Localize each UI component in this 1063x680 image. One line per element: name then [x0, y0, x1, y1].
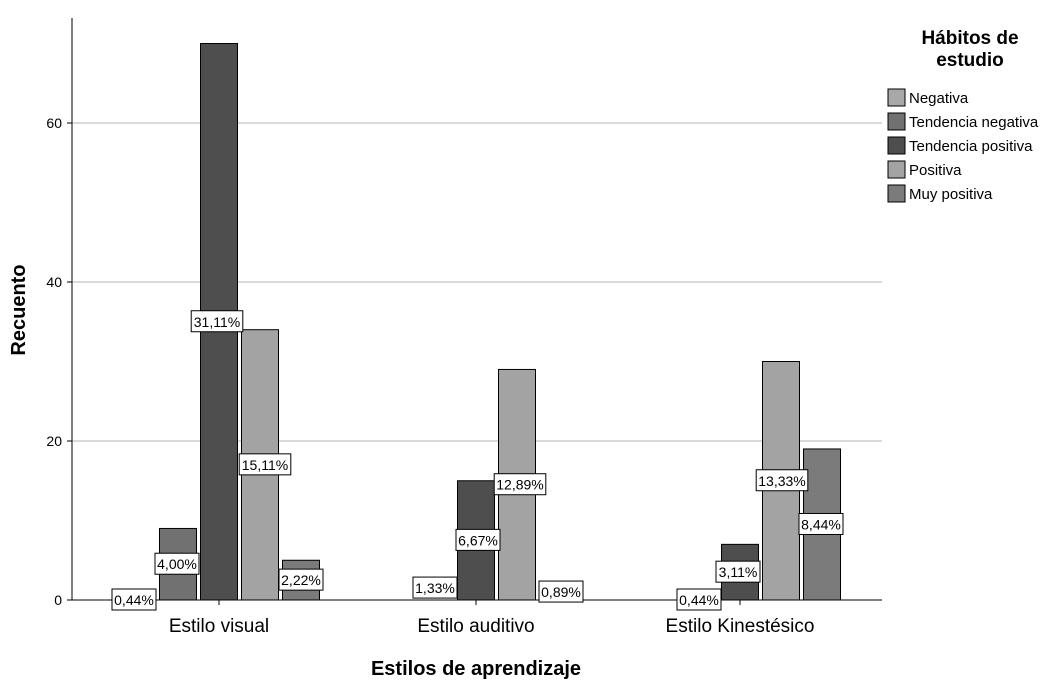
data-label-0-2: 31,11%: [190, 310, 244, 333]
data-label-0-4: 2,22%: [278, 568, 324, 591]
y-tick-label-20: 20: [46, 433, 62, 449]
data-label-text: 0,89%: [541, 584, 581, 600]
data-label-2-0: 0,44%: [676, 588, 722, 611]
legend-swatch: [887, 136, 906, 155]
y-tick-label-40: 40: [46, 274, 62, 290]
data-label-1-1: 6,67%: [455, 528, 501, 551]
legend-label: Tendencia positiva: [909, 138, 1033, 155]
legend-swatch: [887, 88, 906, 107]
legend-item-4: Muy positiva: [887, 184, 993, 203]
data-label-box: [238, 453, 292, 476]
data-label-text: 0,44%: [679, 592, 719, 608]
data-labels: 0,44% 4,00% 31,11% 15,11% 2,22% 1,33% 6,67% 12,…: [111, 310, 844, 611]
data-label-box: [278, 568, 324, 591]
data-label-text: 15,11%: [242, 457, 288, 473]
legend-swatch: [887, 112, 906, 131]
data-label-text: 4,00%: [157, 556, 197, 572]
data-label-0-3: 15,11%: [238, 453, 292, 476]
legend-label: Positiva: [909, 162, 962, 179]
legend-label: Muy positiva: [909, 186, 993, 203]
data-label-box: [412, 576, 458, 599]
y-axis-title: Recuento: [8, 264, 30, 355]
legend-item-1: Tendencia negativa: [887, 112, 1039, 131]
data-label-box: [715, 560, 761, 583]
data-label-box: [676, 588, 722, 611]
data-label-box: [154, 552, 200, 575]
category-label-0: Estilo visual: [169, 616, 269, 637]
y-tick-label-60: 60: [46, 115, 62, 131]
data-label-box: [190, 310, 244, 333]
data-label-2-1: 3,11%: [715, 560, 761, 583]
axes: [71, 18, 882, 601]
y-tick-label-0: 0: [54, 592, 62, 608]
category-label-1: Estilo auditivo: [417, 616, 534, 637]
legend-items: Negativa Tendencia negativa Tendencia posi…: [887, 88, 1039, 203]
data-label-text: 31,11%: [194, 314, 240, 330]
legend-item-2: Tendencia positiva: [887, 136, 1033, 155]
data-label-box: [493, 473, 547, 496]
legend-swatch: [887, 184, 906, 203]
legend-title-line-1: Hábitos de: [921, 28, 1018, 49]
category-labels: Estilo visual Estilo auditivo Estilo Kines…: [169, 600, 815, 637]
legend-label: Negativa: [909, 90, 969, 107]
legend-label: Tendencia negativa: [909, 114, 1039, 131]
data-label-box: [455, 528, 501, 551]
data-label-1-0: 1,33%: [412, 576, 458, 599]
data-label-1-3: 0,89%: [538, 580, 584, 603]
y-ticks: 0 20 40 60: [46, 115, 72, 608]
legend-item-3: Positiva: [887, 160, 962, 179]
legend-title: Hábitos de estudio: [921, 28, 1018, 71]
data-label-text: 6,67%: [458, 532, 498, 548]
gridlines: [72, 122, 882, 442]
data-label-box: [755, 469, 809, 492]
data-label-2-2: 13,33%: [755, 469, 809, 492]
category-label-2: Estilo Kinestésico: [666, 616, 815, 637]
bars: [159, 43, 841, 601]
legend-title-line-2: estudio: [936, 50, 1004, 71]
data-label-box: [111, 588, 157, 611]
data-label-text: 0,44%: [114, 592, 154, 608]
data-label-text: 13,33%: [758, 473, 805, 489]
data-label-text: 3,11%: [719, 564, 758, 580]
data-label-2-3: 8,44%: [798, 512, 844, 535]
data-label-0-0: 0,44%: [111, 588, 157, 611]
data-label-text: 8,44%: [801, 516, 841, 532]
data-label-text: 12,89%: [496, 477, 543, 493]
data-label-text: 1,33%: [415, 580, 455, 596]
data-label-box: [798, 512, 844, 535]
legend: Hábitos de estudio Negativa Tendencia nega…: [887, 28, 1039, 203]
data-label-1-2: 12,89%: [493, 473, 547, 496]
x-axis-title: Estilos de aprendizaje: [371, 658, 581, 680]
legend-swatch: [887, 160, 906, 179]
legend-item-0: Negativa: [887, 88, 969, 107]
data-label-box: [538, 580, 584, 603]
data-label-text: 2,22%: [281, 572, 321, 588]
data-label-0-1: 4,00%: [154, 552, 200, 575]
